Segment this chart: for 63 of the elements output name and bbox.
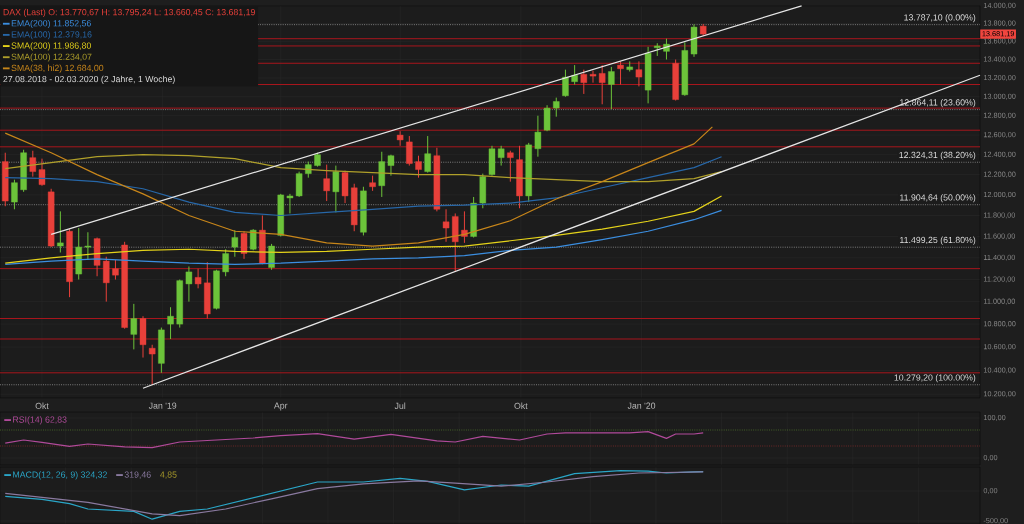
candlestick	[543, 104, 551, 132]
ref-line-label: 11.904,64 (50.00%)	[900, 194, 976, 203]
text: 27.08.2018 - 02.03.2020 (2 Jahre, 1 Woche)	[3, 75, 175, 84]
candlestick	[571, 64, 578, 86]
candlestick	[112, 259, 119, 281]
candlestick	[11, 179, 18, 210]
x-tick-label: Apr	[273, 402, 288, 411]
candlestick	[617, 60, 624, 86]
candlestick	[332, 165, 340, 213]
chart-title: DAX (Last) O: 13.770,67 H: 13.795,24 L: 13.660,45 C: 13.681,19	[3, 8, 255, 17]
candlestick	[148, 344, 156, 386]
candlestick	[341, 170, 349, 204]
ref-line-label: 12.324,31 (38.20%)	[899, 151, 976, 160]
candlestick	[415, 155, 422, 179]
candlestick	[231, 229, 239, 258]
candlestick	[507, 150, 514, 183]
x-tick-label: Jan '20	[627, 402, 656, 409]
candlestick	[534, 115, 542, 158]
candlestick	[553, 97, 560, 118]
legend-label: SMA(200) 11.986,80	[11, 42, 91, 51]
ref-line-label: 11.499,25 (61.80%)	[900, 236, 976, 245]
x-tick-label: Okt	[514, 402, 528, 409]
ref-line-label: 13.787,10 (0.00%)	[904, 14, 976, 23]
candlestick	[29, 150, 37, 178]
candlestick	[57, 210, 64, 253]
candlestick	[396, 130, 404, 147]
x-tick-label: Jul	[394, 402, 406, 409]
candlestick	[103, 256, 110, 303]
candlestick	[323, 164, 330, 202]
legend-label: SMA(100) 12.234,07	[11, 53, 92, 62]
candlestick	[194, 268, 202, 289]
ref-line-label: 10.279,20 (100.00%)	[894, 374, 976, 383]
candlestick	[442, 208, 450, 243]
candlestick	[635, 60, 643, 87]
candlestick	[580, 69, 588, 95]
legend-label: RSI(14) 62,83	[13, 416, 67, 425]
line-series	[4, 156, 723, 217]
candlestick	[167, 306, 174, 340]
candlestick	[84, 231, 92, 261]
line-series	[4, 195, 723, 264]
candlestick	[562, 69, 569, 98]
candlestick	[598, 64, 606, 105]
candlestick	[185, 265, 193, 303]
line-series	[4, 209, 723, 265]
candlestick	[608, 66, 615, 110]
candlestick	[406, 135, 413, 167]
line-series	[4, 154, 723, 183]
legend-label: MACD(12, 26, 9) 324,32	[13, 471, 107, 480]
line-series	[4, 126, 713, 247]
candlestick	[130, 303, 138, 350]
candlestick	[38, 158, 46, 187]
legend-label: 319,46	[124, 471, 151, 479]
candlestick	[240, 230, 248, 260]
candlestick	[589, 70, 597, 84]
candlestick	[424, 135, 431, 174]
candlestick	[268, 243, 275, 271]
x-tick-label: Jan '19	[148, 402, 177, 409]
legend-label: EMA(100) 12.379,16	[11, 31, 92, 40]
annotation: 4,85	[160, 471, 177, 479]
legend-label: EMA(200) 11.852,56	[11, 19, 91, 29]
candlestick	[222, 248, 229, 277]
legend-label: SMA(38, hi2) 12.684,00	[11, 64, 104, 73]
x-tick-label: Okt	[35, 402, 49, 409]
